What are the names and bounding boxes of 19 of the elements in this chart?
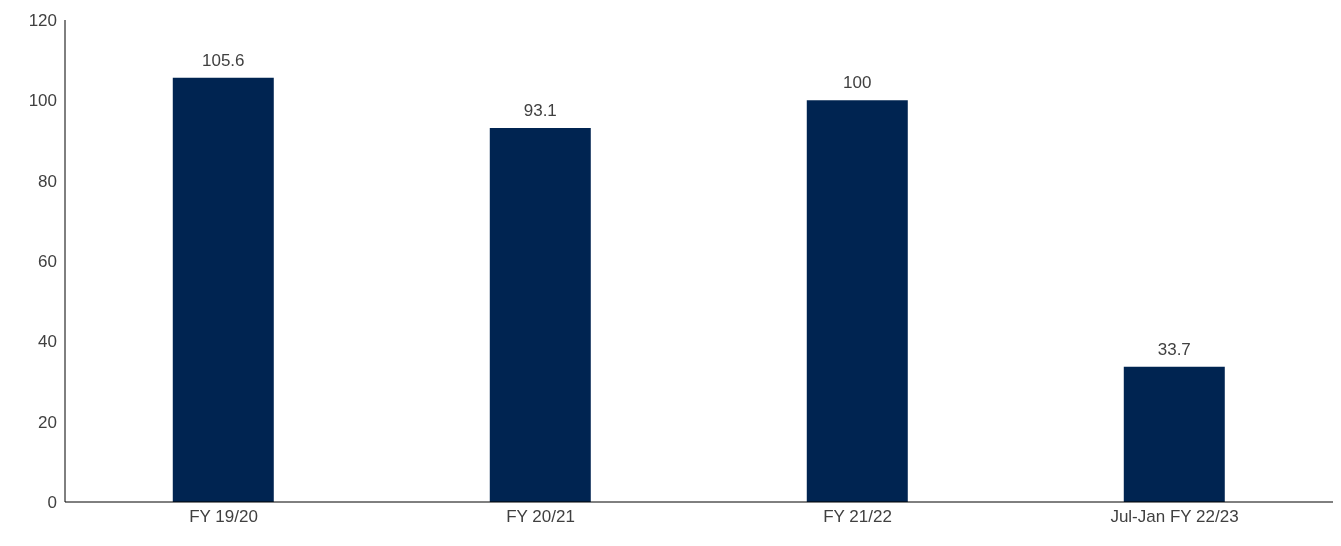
- y-tick-label: 100: [28, 91, 57, 111]
- x-tick-label: FY 19/20: [189, 507, 258, 527]
- data-label: 105.6: [202, 50, 245, 70]
- y-tick-label: 0: [47, 493, 57, 513]
- y-tick-label: 60: [38, 252, 57, 272]
- x-tick-label: FY 20/21: [506, 507, 575, 527]
- bar: [172, 77, 274, 502]
- bar: [806, 100, 908, 502]
- y-tick-label: 40: [38, 332, 57, 352]
- bar: [1123, 366, 1225, 502]
- y-tick-label: 120: [28, 11, 57, 31]
- y-tick-label: 20: [38, 412, 57, 432]
- y-tick-label: 80: [38, 171, 57, 191]
- data-label: 93.1: [523, 101, 557, 121]
- data-label: 100: [843, 73, 872, 93]
- x-tick-label: Jul-Jan FY 22/23: [1110, 507, 1239, 527]
- data-label: 33.7: [1157, 339, 1191, 359]
- x-tick-label: FY 21/22: [823, 507, 892, 527]
- bar: [489, 128, 591, 502]
